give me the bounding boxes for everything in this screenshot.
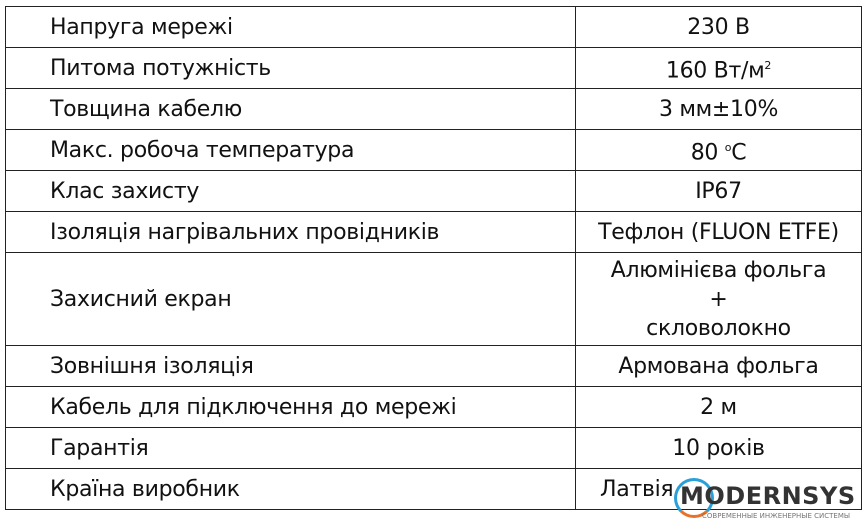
table-row: Товщина кабелю 3 мм±10% xyxy=(5,88,862,130)
param-value: Тефлон (FLUON ETFE) xyxy=(575,211,862,253)
param-label: Клас захисту xyxy=(5,170,576,212)
logo-tagline: СОВРЕМЕННЫЕ ИНЖЕНЕРНЫЕ СИСТЕМЫ xyxy=(702,512,851,520)
table-row: Клас захисту IP67 xyxy=(5,170,862,212)
param-label: Кабель для підключення до мережі xyxy=(5,386,576,428)
table-row: Зовнішня ізоляція Армована фольга xyxy=(5,345,862,387)
param-label: Макс. робоча температура xyxy=(5,129,576,171)
table-row: Ізоляція нагрівальних провідників Тефлон … xyxy=(5,211,862,253)
param-value: Армована фольга xyxy=(575,345,862,387)
param-value: 2 м xyxy=(575,386,862,428)
param-label: Країна виробник xyxy=(5,468,576,510)
table-row: Країна виробник Латвія xyxy=(5,468,862,510)
table-row: Кабель для підключення до мережі 2 м xyxy=(5,386,862,428)
value-line: + xyxy=(709,286,728,312)
param-label: Зовнішня ізоляція xyxy=(5,345,576,387)
param-label: Захисний екран xyxy=(5,252,576,346)
param-value: Алюмінієва фольга + скловолокно xyxy=(575,252,862,346)
param-label: Питома потужність xyxy=(5,47,576,89)
param-label: Ізоляція нагрівальних провідників xyxy=(5,211,576,253)
param-value: 80 оС xyxy=(575,129,862,171)
value-line: скловолокно xyxy=(646,315,791,341)
param-value: IP67 xyxy=(575,170,862,212)
table-row: Захисний екран Алюмінієва фольга + скловоло… xyxy=(5,252,862,346)
param-value: 230 В xyxy=(575,6,862,48)
value-text: 80 xyxy=(690,140,725,166)
table-row: Гарантія 10 років xyxy=(5,427,862,469)
specs-table: Напруга мережі 230 В Питома потужність 160… xyxy=(5,6,862,510)
table-row: Напруга мережі 230 В xyxy=(5,6,862,48)
param-value: Латвія xyxy=(575,468,862,510)
modernsys-watermark-logo: MODERNSYS СОВРЕМЕННЫЕ ИНЖЕНЕРНЫЕ СИСТЕМЫ xyxy=(672,478,865,522)
table-row: Макс. робоча температура 80 оС xyxy=(5,129,862,171)
value-unit: С xyxy=(731,140,747,166)
param-value: 160 Вт/м2 xyxy=(575,47,862,89)
value-line: Алюмінієва фольга xyxy=(610,257,827,283)
table-row: Питома потужність 160 Вт/м2 xyxy=(5,47,862,89)
param-value: 10 років xyxy=(575,427,862,469)
param-label: Напруга мережі xyxy=(5,6,576,48)
param-label: Товщина кабелю xyxy=(5,88,576,130)
param-value: 3 мм±10% xyxy=(575,88,862,130)
param-label: Гарантія xyxy=(5,427,576,469)
logo-ring-icon xyxy=(674,478,714,518)
value-superscript: 2 xyxy=(764,58,772,72)
degree-superscript: о xyxy=(724,140,732,154)
logo-brand: MODERNSYS xyxy=(680,482,856,510)
value-text: 160 Вт/м xyxy=(665,58,765,84)
